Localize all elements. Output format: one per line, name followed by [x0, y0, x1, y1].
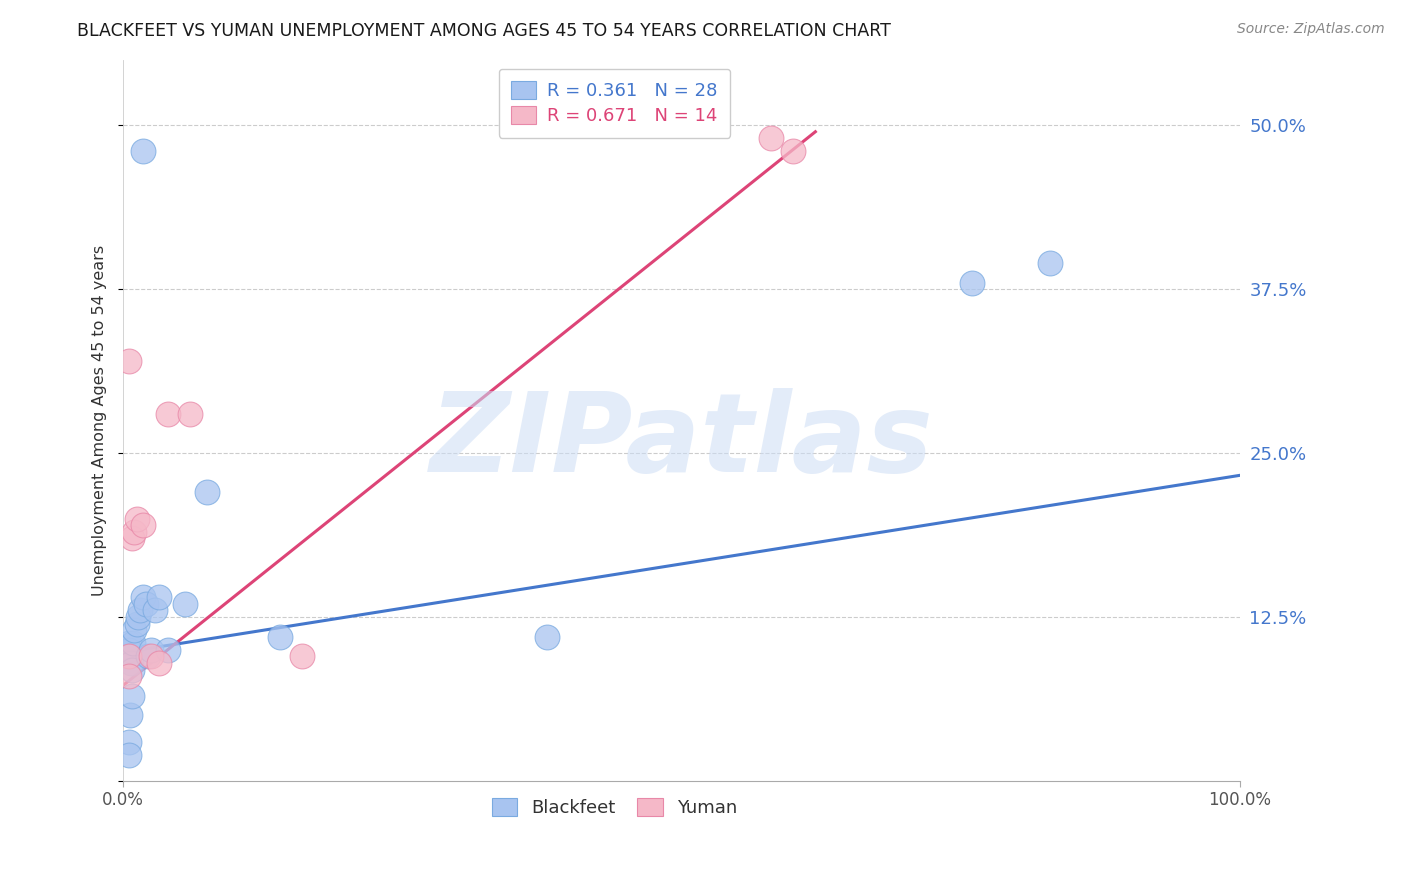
Point: [173, 597, 195, 611]
Point: [156, 643, 179, 657]
Point: [759, 131, 782, 145]
Point: [132, 145, 155, 159]
Point: [118, 747, 141, 762]
Text: BLACKFEET VS YUMAN UNEMPLOYMENT AMONG AGES 45 TO 54 YEARS CORRELATION CHART: BLACKFEET VS YUMAN UNEMPLOYMENT AMONG AG…: [77, 22, 891, 40]
Point: [124, 524, 146, 539]
Text: Source: ZipAtlas.com: Source: ZipAtlas.com: [1237, 22, 1385, 37]
Point: [960, 276, 983, 290]
Point: [135, 597, 157, 611]
Point: [118, 708, 141, 723]
Point: [269, 630, 291, 644]
Point: [122, 636, 145, 650]
Point: [136, 649, 159, 664]
Point: [124, 623, 146, 637]
Point: [121, 532, 143, 546]
Point: [143, 603, 166, 617]
Point: [118, 734, 141, 748]
Point: [1039, 256, 1062, 270]
Point: [118, 354, 141, 368]
Point: [148, 591, 170, 605]
Point: [179, 407, 201, 421]
Point: [125, 616, 148, 631]
Point: [118, 636, 141, 650]
Point: [148, 656, 170, 670]
Point: [156, 407, 179, 421]
Point: [536, 630, 558, 644]
Text: ZIPatlas: ZIPatlas: [430, 388, 934, 495]
Point: [129, 603, 152, 617]
Point: [127, 610, 149, 624]
Point: [118, 649, 141, 664]
Point: [291, 649, 314, 664]
Point: [121, 663, 143, 677]
Point: [125, 511, 148, 525]
Point: [118, 669, 141, 683]
Point: [121, 689, 143, 703]
Point: [195, 485, 218, 500]
Y-axis label: Unemployment Among Ages 45 to 54 years: Unemployment Among Ages 45 to 54 years: [93, 244, 107, 596]
Point: [132, 591, 155, 605]
Point: [782, 145, 804, 159]
Point: [132, 518, 155, 533]
Point: [120, 656, 142, 670]
Point: [118, 643, 141, 657]
Point: [141, 643, 163, 657]
Point: [118, 649, 141, 664]
Point: [141, 649, 163, 664]
Legend: Blackfeet, Yuman: Blackfeet, Yuman: [482, 789, 747, 826]
